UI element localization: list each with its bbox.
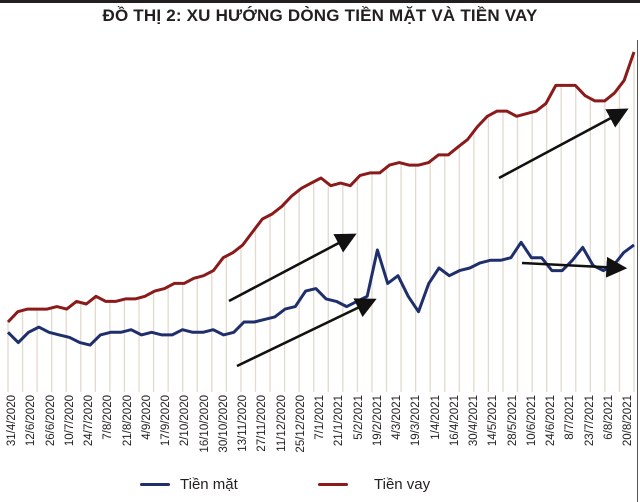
legend-swatch-cash (140, 483, 170, 486)
x-tick-label: 6/8/2021 (602, 395, 615, 440)
legend-item-loan: Tiền vay (318, 476, 430, 493)
x-tick-label: 27/11/2020 (256, 395, 269, 452)
x-tick-label: 2/10/2020 (179, 395, 192, 447)
x-tick-label: 10/6/2021 (525, 395, 538, 447)
x-tick-label: 19/2/2021 (371, 395, 384, 447)
x-tick-label: 4/9/2020 (140, 395, 153, 440)
top-rule (0, 0, 640, 3)
x-tick-label: 8/7/2021 (564, 395, 577, 440)
x-tick-label: 23/7/2021 (583, 395, 596, 447)
x-tick-label: 20/8/2021 (622, 395, 634, 447)
x-tick-label: 12/6/2020 (25, 395, 38, 447)
x-tick-label: 19/3/2021 (410, 395, 423, 447)
trend-arrow (521, 256, 628, 278)
x-tick-label: 5/2/2021 (352, 395, 365, 440)
x-tick-label: 13/11/2020 (237, 395, 249, 452)
x-tick-label: 10/7/2020 (63, 395, 76, 447)
x-tick-label: 24/6/2021 (545, 395, 557, 447)
x-tick-label: 21/1/2021 (333, 395, 346, 447)
trend-arrow (236, 298, 377, 368)
x-tick-label: 4/3/2021 (391, 395, 403, 440)
x-tick-label: 16/4/2021 (448, 395, 461, 447)
chart-title: ĐỒ THỊ 2: XU HƯỚNG DÒNG TIỀN MẶT VÀ TIỀN… (102, 6, 538, 25)
x-tick-label: 30/10/2020 (217, 395, 230, 453)
x-tick-label: 14/5/2021 (487, 395, 500, 447)
x-tick-label: 21/8/2020 (121, 395, 134, 447)
x-tick-label: 31/4/2020 (6, 395, 18, 447)
x-tick-label: 24/7/2020 (83, 395, 95, 447)
right-border (637, 40, 638, 502)
x-tick-label: 25/12/2020 (294, 395, 307, 453)
cash-line (6, 240, 635, 347)
legend: Tiền mặt Tiền vay (0, 476, 640, 500)
legend-swatch-loan (318, 483, 348, 486)
x-tick-label: 7/1/2021 (314, 395, 326, 440)
x-tick-label: 17/9/2020 (160, 395, 172, 447)
legend-label-loan: Tiền vay (374, 476, 431, 493)
x-tick-label: 16/10/2020 (198, 395, 211, 453)
x-tick-label: 11/12/2020 (275, 395, 288, 452)
legend-label-cash: Tiền mặt (180, 476, 238, 493)
trend-arrow (228, 233, 357, 303)
x-tick-label: 1/4/2021 (429, 395, 442, 440)
x-tick-label: 30/4/2021 (468, 395, 480, 447)
x-tick-label: 26/6/2020 (44, 395, 57, 447)
x-tick-label: 7/8/2020 (102, 395, 115, 440)
trend-arrow (498, 108, 629, 180)
legend-item-cash: Tiền mặt (140, 476, 238, 493)
x-tick-label: 28/5/2021 (506, 395, 519, 447)
loan-line (6, 51, 636, 324)
